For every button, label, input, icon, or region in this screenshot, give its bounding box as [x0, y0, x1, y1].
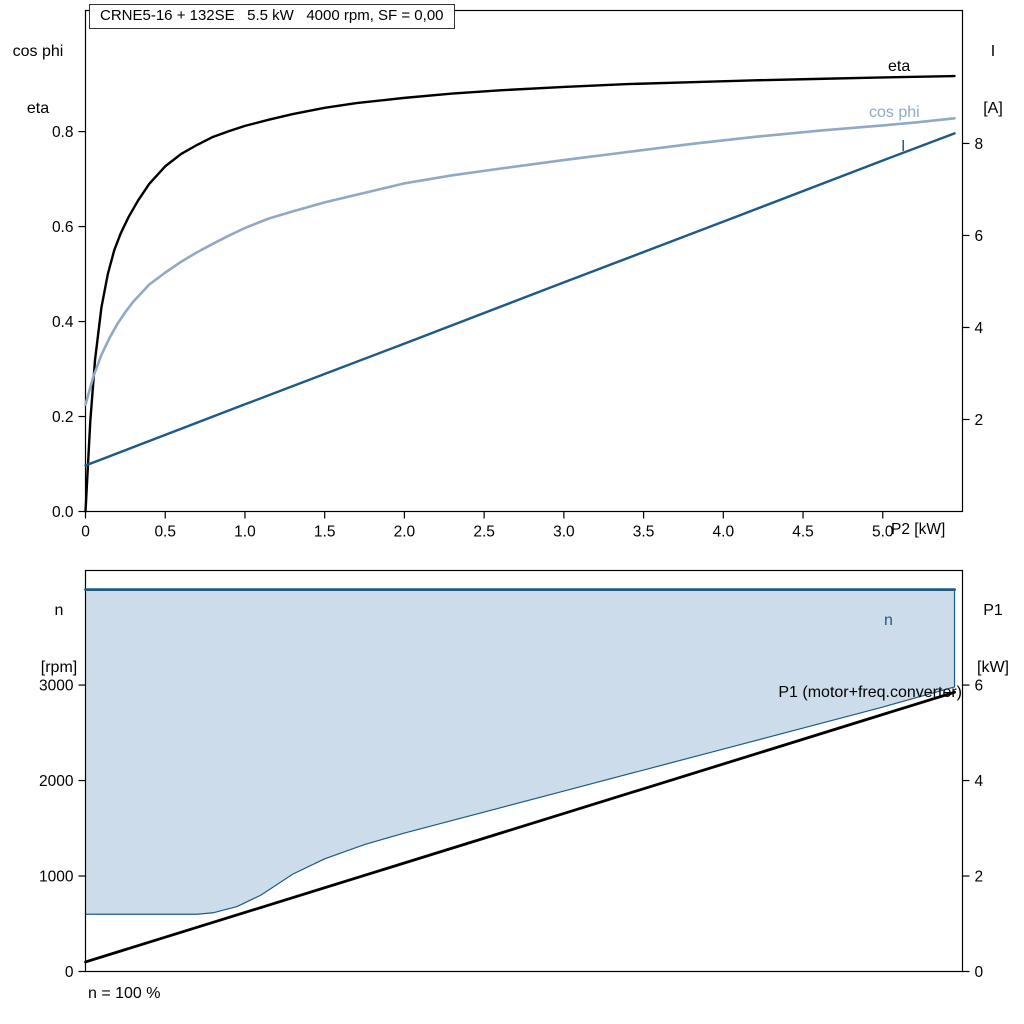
y-left-tick-label: 0.2 — [52, 409, 74, 426]
bottom-left-axis-title: n [rpm] — [24, 563, 94, 715]
bottom-chart-frame — [84, 569, 964, 973]
chart-title: CRNE5-16 + 132SE 5.5 kW 4000 rpm, SF = 0… — [89, 4, 455, 29]
axis-label-p1: P1 — [983, 602, 1003, 619]
series-eta — [84, 74, 956, 513]
curve-label-n: n — [884, 612, 893, 629]
x-tick-label: 1.0 — [234, 524, 256, 541]
x-tick-label: 4.5 — [792, 524, 814, 541]
top-right-axis-title: I [A] — [962, 4, 1024, 156]
bottom-chart: 0 1000 2000 3000 0 2 4 6 — [39, 569, 984, 981]
series-cos-phi — [84, 116, 956, 406]
axis-label-speed-unit: [rpm] — [40, 659, 78, 676]
y-right-tick-label: 6 — [975, 678, 984, 695]
x-axis-label: P2 [kW] — [891, 521, 946, 538]
top-left-axis-title: cos phi eta — [4, 4, 72, 156]
axis-label-current-unit: [A] — [983, 100, 1003, 117]
y-left-tick-label: 0.8 — [52, 124, 74, 141]
x-tick-label: 1.5 — [314, 524, 336, 541]
y-left-tick-label: 3000 — [39, 678, 74, 695]
y-right-tick-label: 2 — [975, 869, 984, 886]
x-tick-label: 3.0 — [553, 524, 575, 541]
series-p1-motor-freq-converter- — [84, 690, 956, 964]
top-chart: 0 0.5 1.0 1.5 2.0 2.5 3.0 3.5 4.0 4.5 5.0 0.0 0.2 0.4… — [52, 9, 984, 541]
y-right-tick-label: 8 — [975, 136, 984, 153]
top-chart-frame — [84, 9, 964, 513]
axis-label-current: I — [990, 43, 996, 60]
speed-envelope-border — [85, 589, 956, 915]
y-right-tick-label: 6 — [975, 228, 984, 245]
y-left-tick-label: 1000 — [39, 869, 74, 886]
curve-label-p1: P1 (motor+freq.converter) — [778, 684, 962, 701]
x-tick-label: 2.0 — [394, 524, 416, 541]
x-tick-label: 0 — [81, 524, 90, 541]
series-i — [84, 132, 956, 467]
axis-label-speed: n — [54, 602, 64, 619]
x-tick-label: 2.5 — [473, 524, 495, 541]
axis-label-eta: eta — [26, 100, 50, 117]
x-tick-label: 0.5 — [154, 524, 176, 541]
y-right-tick-label: 0 — [975, 964, 984, 981]
curve-label-current: I — [901, 138, 906, 155]
y-right-tick-label: 4 — [975, 320, 984, 337]
curve-label-cosphi: cos phi — [869, 104, 920, 121]
y-right-tick-label: 4 — [975, 773, 984, 790]
y-left-tick-label: 0.4 — [52, 314, 74, 331]
y-left-tick-label: 0.6 — [52, 219, 74, 236]
curve-label-eta: eta — [888, 58, 911, 75]
x-tick-label: 4.0 — [713, 524, 735, 541]
y-left-tick-label: 2000 — [39, 773, 74, 790]
footnote-speed-percent: n = 100 % — [88, 985, 161, 1002]
x-tick-label: 3.5 — [633, 524, 655, 541]
axis-label-p1-unit: [kW] — [977, 659, 1009, 676]
y-right-tick-label: 2 — [975, 412, 984, 429]
axis-label-cosphi: cos phi — [12, 43, 64, 60]
y-left-tick-label: 0 — [65, 964, 74, 981]
y-left-tick-label: 0.0 — [52, 504, 74, 521]
bottom-right-axis-title: P1 [kW] — [962, 563, 1024, 715]
speed-envelope-fill — [85, 589, 955, 915]
x-tick-label: 5.0 — [872, 524, 894, 541]
